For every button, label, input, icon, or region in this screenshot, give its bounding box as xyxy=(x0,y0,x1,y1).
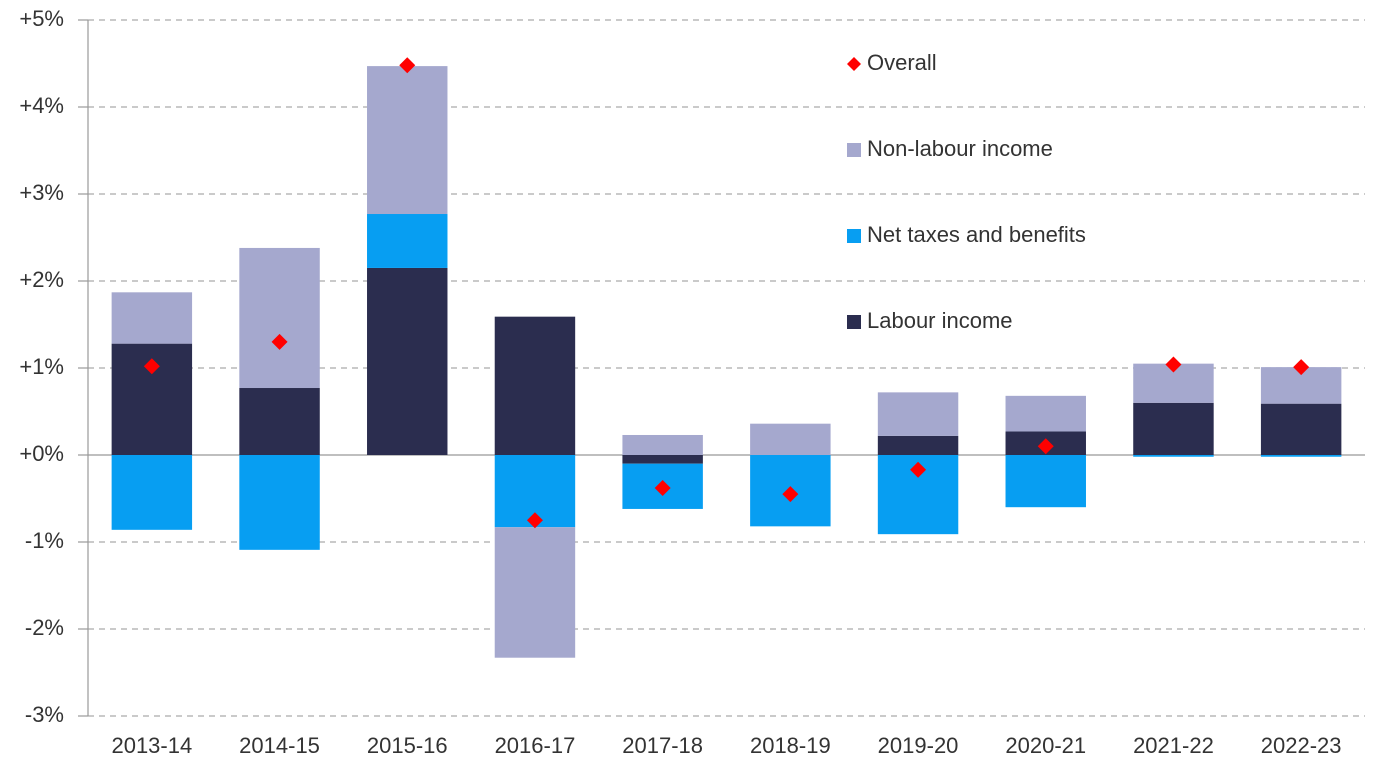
overall-marker xyxy=(910,461,927,478)
x-tick-label: 2013-14 xyxy=(111,733,192,758)
bar-segment xyxy=(1133,455,1214,457)
y-tick-label: -3% xyxy=(25,702,64,727)
overall-marker xyxy=(271,333,288,350)
x-tick-label: 2020-21 xyxy=(1005,733,1086,758)
bar-segment xyxy=(367,66,448,215)
x-tick-label: 2017-18 xyxy=(622,733,703,758)
legend-swatch xyxy=(847,315,861,329)
overall-marker xyxy=(143,358,160,375)
bar-segment xyxy=(1133,402,1214,455)
legend-swatch xyxy=(847,143,861,157)
overall-marker xyxy=(1165,356,1182,373)
bar-segment xyxy=(239,388,320,455)
x-tick-label: 2021-22 xyxy=(1133,733,1214,758)
y-tick-label: +5% xyxy=(19,6,64,31)
bar-segment xyxy=(111,455,193,530)
y-tick-label: -1% xyxy=(25,528,64,553)
legend-label: Non-labour income xyxy=(867,136,1053,161)
overall-marker xyxy=(654,480,671,497)
y-tick-label: +0% xyxy=(19,441,64,466)
y-tick-label: +3% xyxy=(19,180,64,205)
x-tick-label: 2014-15 xyxy=(239,733,320,758)
bar-segment xyxy=(622,455,703,464)
bar-segment xyxy=(750,423,831,455)
bar-segment xyxy=(1260,403,1342,455)
legend-marker xyxy=(847,57,861,71)
y-tick-label: +1% xyxy=(19,354,64,379)
y-tick-label: +2% xyxy=(19,267,64,292)
legend-label: Overall xyxy=(867,50,937,75)
y-tick-label: +4% xyxy=(19,93,64,118)
bar-segment xyxy=(622,434,703,455)
bar-segment xyxy=(877,392,959,436)
legend-label: Labour income xyxy=(867,308,1013,333)
overall-marker xyxy=(782,486,799,503)
legend-label: Net taxes and benefits xyxy=(867,222,1086,247)
bar-segment xyxy=(367,267,448,455)
bar-segment xyxy=(1005,395,1086,432)
bar-segment xyxy=(494,316,576,455)
bar-segment xyxy=(877,435,959,455)
y-tick-label: -2% xyxy=(25,615,64,640)
overall-marker xyxy=(1037,438,1054,455)
bar-segment xyxy=(239,455,320,550)
x-tick-label: 2015-16 xyxy=(367,733,448,758)
legend-swatch xyxy=(847,229,861,243)
bar-segment xyxy=(494,527,576,658)
overall-marker xyxy=(1293,359,1310,376)
overall-marker xyxy=(526,512,543,529)
x-tick-label: 2018-19 xyxy=(750,733,831,758)
x-tick-label: 2022-23 xyxy=(1261,733,1342,758)
bar-segment xyxy=(239,247,320,389)
bar-segment xyxy=(111,292,193,344)
x-tick-label: 2019-20 xyxy=(878,733,959,758)
overall-marker xyxy=(399,57,416,74)
x-tick-label: 2016-17 xyxy=(495,733,576,758)
bar-segment xyxy=(1005,455,1086,508)
bar-segment xyxy=(1260,455,1342,457)
bar-segment xyxy=(367,214,448,268)
